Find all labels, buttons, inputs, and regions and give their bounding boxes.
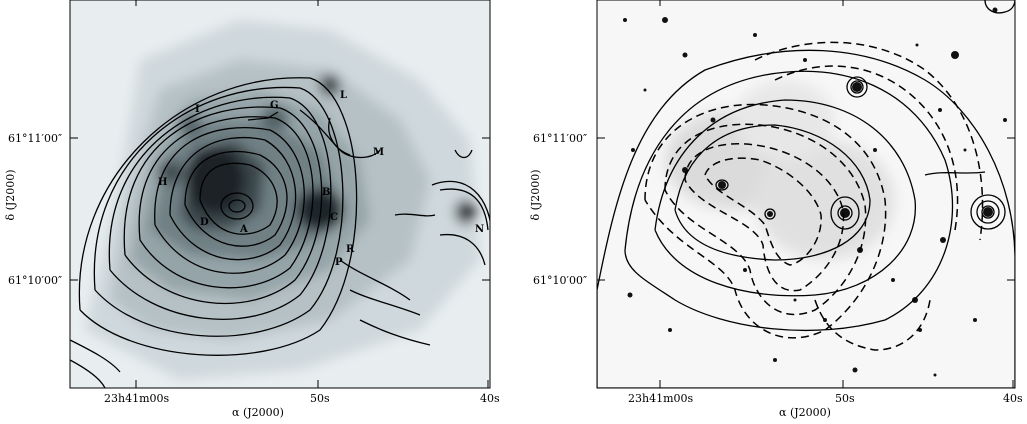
left-contour-lines <box>70 77 490 388</box>
left-ra-tick-2: 50s <box>310 392 330 405</box>
source-label-d: D <box>200 217 209 228</box>
right-map-panel: 61°11′00″ 61°10′00″ 23h41m00s 50s 40s α … <box>525 0 1027 420</box>
right-ra-tick-3: 40s <box>1003 392 1023 405</box>
source-label-m: M <box>373 147 384 158</box>
right-y-axis-label: δ (J2000) <box>529 169 542 220</box>
source-label-i: I <box>195 104 200 115</box>
source-label-a: A <box>239 224 248 235</box>
left-ra-tick-1: 23h41m00s <box>104 392 170 405</box>
left-source-labels: L G I M H B D C A R P N <box>158 90 484 268</box>
source-label-r: R <box>346 244 355 255</box>
left-greyscale-image <box>70 0 490 388</box>
left-plot-frame <box>69 0 491 389</box>
right-plot-frame <box>596 0 1016 389</box>
left-tick-marks <box>70 0 490 388</box>
left-x-axis-label: α (J2000) <box>232 406 284 419</box>
source-label-p: P <box>335 257 343 268</box>
source-label-c: C <box>330 212 338 223</box>
left-map-panel: L G I M H B D C A R P N 61°11′00″ 61°10′… <box>0 0 510 420</box>
right-map-figure: 61°11′00″ 61°10′00″ 23h41m00s 50s 40s α … <box>529 0 1023 419</box>
left-dec-tick-2: 61°10′00″ <box>8 274 62 287</box>
left-dec-tick-1: 61°11′00″ <box>8 132 62 145</box>
right-dashed-contours <box>644 41 984 351</box>
right-tick-marks <box>597 0 1015 388</box>
right-solid-contours <box>597 0 1015 388</box>
source-label-n: N <box>475 224 484 235</box>
right-dec-tick-1: 61°11′00″ <box>533 132 587 145</box>
source-label-b: B <box>322 187 330 198</box>
source-label-h: H <box>158 177 167 188</box>
right-x-axis-label: α (J2000) <box>779 406 831 419</box>
source-label-l: L <box>340 90 347 101</box>
right-ra-tick-2: 50s <box>835 392 855 405</box>
right-dec-tick-2: 61°10′00″ <box>533 274 587 287</box>
right-ra-tick-1: 23h41m00s <box>628 392 694 405</box>
left-ra-tick-3: 40s <box>480 392 500 405</box>
source-label-g: G <box>270 100 279 111</box>
left-map-figure: L G I M H B D C A R P N 61°11′00″ 61°10′… <box>4 0 500 419</box>
left-y-axis-label: δ (J2000) <box>4 169 17 220</box>
